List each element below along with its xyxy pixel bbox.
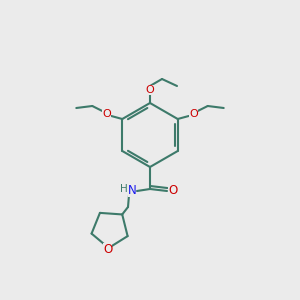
Text: H: H (120, 184, 128, 194)
Text: O: O (168, 184, 178, 197)
Text: O: O (189, 109, 198, 119)
Text: O: O (103, 244, 112, 256)
Text: N: N (128, 184, 136, 196)
Text: O: O (102, 109, 111, 119)
Text: O: O (146, 85, 154, 95)
